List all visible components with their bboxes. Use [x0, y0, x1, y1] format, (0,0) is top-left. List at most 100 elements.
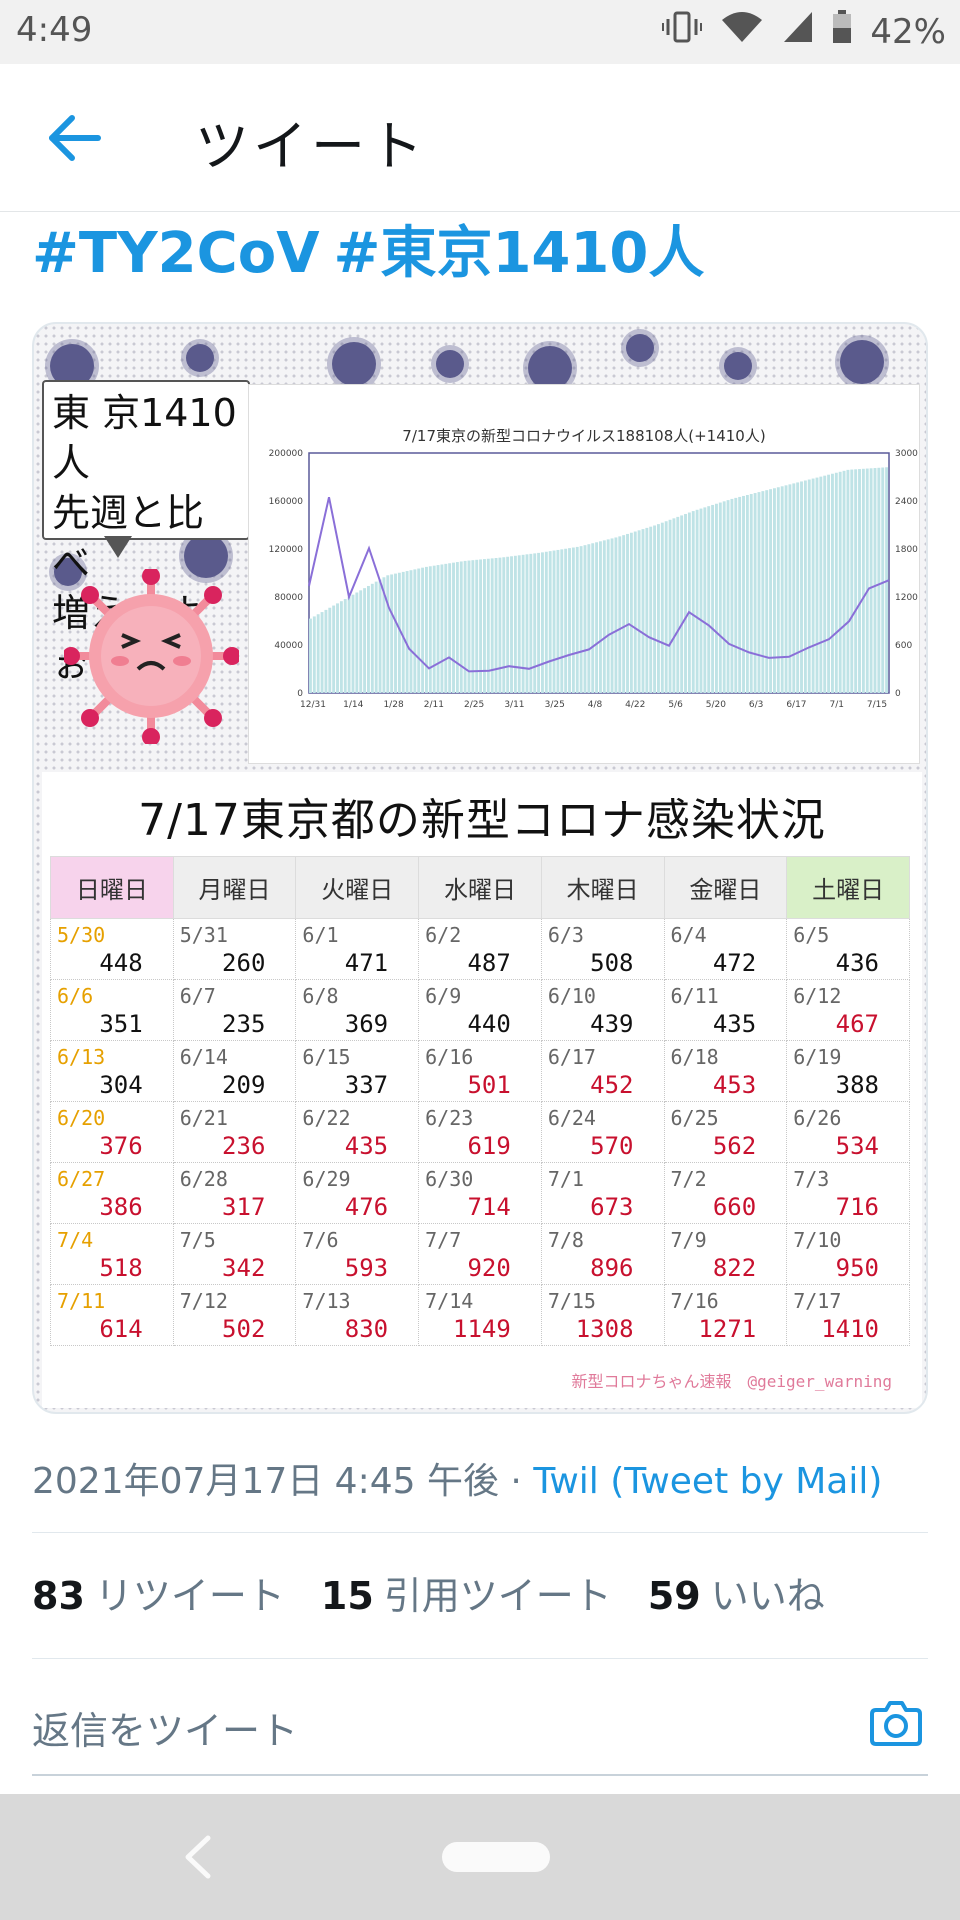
day-cell: 7/9 822 — [663, 1223, 788, 1285]
day-cases: 920 — [467, 1254, 511, 1282]
day-cases: 435 — [712, 1010, 757, 1038]
virus-decoration — [332, 342, 376, 386]
chart-bar — [417, 568, 421, 693]
chart-bar — [734, 497, 738, 693]
meta-separator: · — [510, 1461, 522, 1502]
x-tick-label: 6/17 — [786, 700, 806, 710]
chart-bar — [846, 469, 850, 693]
image-credit: 新型コロナちゃん速報 @geiger_warning — [571, 1372, 893, 1391]
tweet-meta: 2021年07月17日 4:45 午後 · Twil (Tweet by Mai… — [32, 1452, 882, 1504]
day-cell: 6/16 501 — [418, 1040, 542, 1102]
day-cell: 7/1 673 — [540, 1162, 665, 1224]
chart-bar — [517, 555, 521, 693]
day-cell: 7/13 830 — [295, 1284, 420, 1346]
day-date: 6/30 — [425, 1167, 474, 1191]
day-cases: 388 — [835, 1071, 879, 1099]
day-cell: 6/30 714 — [418, 1162, 542, 1224]
reply-input[interactable]: 返信をツイート — [32, 1709, 299, 1753]
likes-stat[interactable]: 59 いいね — [648, 1565, 825, 1620]
x-tick-label: 1/28 — [383, 700, 403, 710]
y2-tick-label: 2400 — [895, 497, 918, 507]
day-date: 6/21 — [179, 1106, 228, 1130]
day-date: 6/3 — [547, 923, 584, 947]
chart-bar — [703, 507, 707, 693]
quotes-count: 15 — [320, 1574, 374, 1618]
chart-bar — [668, 519, 672, 693]
chart-bar — [858, 469, 861, 693]
chart-bar — [602, 540, 606, 693]
y2-tick-label: 3000 — [895, 449, 918, 459]
quotes-stat[interactable]: 15 引用ツイート — [321, 1565, 612, 1620]
chart-bar — [394, 573, 397, 693]
day-cases: 1149 — [453, 1315, 511, 1343]
chart-bar — [351, 594, 355, 693]
virus-decoration — [184, 534, 228, 578]
day-date: 7/3 — [793, 1167, 830, 1191]
day-cases: 236 — [222, 1132, 266, 1160]
status-bar: 4:49 42% — [0, 0, 960, 64]
chart-panel: 7/17東京の新型コロナウイルス188108人(+1410人) 0 40000 80… — [248, 384, 920, 764]
y-tick-label: 40000 — [274, 641, 303, 651]
day-date: 6/22 — [302, 1106, 351, 1130]
chart-bar — [873, 468, 877, 693]
day-date: 7/10 — [793, 1228, 842, 1252]
chart-bar — [587, 544, 591, 693]
chart-bar — [529, 553, 533, 693]
day-cases: 304 — [99, 1071, 143, 1099]
tweet-source-link[interactable]: Twil (Tweet by Mail) — [533, 1461, 883, 1502]
tweet-image[interactable]: 東 京1410人 先週と比べ 増えたよぉ 7/17東京の新型コロナウイルス188… — [32, 322, 928, 1414]
day-cases: 896 — [590, 1254, 634, 1282]
hashtag-link[interactable]: #TY2CoV — [32, 221, 320, 286]
camera-button[interactable] — [868, 1694, 924, 1750]
day-date: 6/17 — [547, 1045, 596, 1069]
chart-bar — [502, 557, 506, 693]
table-row: 6/13 304 6/14 209 6/15 337 6/16 501 6/17 452 6/18 4… — [50, 1040, 910, 1102]
cases-table-panel: 7/17東京都の新型コロナ感染状況 日曜日 月曜日 火曜日 水曜日 木曜日 金曜… — [42, 772, 922, 1408]
chart-bar — [672, 518, 676, 693]
chart-bar — [618, 536, 622, 693]
retweets-stat[interactable]: 83 リツイート — [32, 1565, 285, 1620]
hashtag-link[interactable]: #東京1410人 — [333, 221, 705, 286]
chart-bar — [831, 473, 834, 693]
day-date: 7/14 — [425, 1289, 474, 1313]
table-row: 6/6 351 6/7 235 6/8 369 6/9 440 6/10 439 6/11 435 6/… — [50, 979, 910, 1041]
day-date: 7/2 — [670, 1167, 707, 1191]
day-cell: 6/9 440 — [418, 979, 542, 1041]
chart-bar — [332, 605, 336, 693]
day-cell: 7/6 593 — [295, 1223, 420, 1285]
day-cell: 7/16 1271 — [663, 1284, 788, 1346]
nav-back-icon[interactable] — [178, 1832, 218, 1882]
y-tick-label: 200000 — [269, 449, 304, 459]
table-title: 7/17東京都の新型コロナ感染状況 — [138, 795, 826, 846]
weekday-header: 日曜日 — [50, 856, 174, 919]
day-cell: 6/8 369 — [295, 979, 420, 1041]
day-date: 6/27 — [57, 1167, 106, 1191]
chart-bar — [405, 571, 409, 693]
chart-bar — [599, 541, 602, 693]
chart-bar — [428, 566, 432, 693]
camera-icon — [870, 1701, 922, 1746]
nav-home-pill[interactable] — [442, 1842, 550, 1872]
chart-bar — [614, 537, 618, 693]
day-date: 6/1 — [302, 923, 339, 947]
back-button[interactable] — [40, 106, 110, 170]
day-cases: 534 — [835, 1132, 879, 1160]
tweet-timestamp[interactable]: 2021年07月17日 4:45 午後 — [32, 1461, 499, 1502]
virus-decoration — [54, 558, 82, 586]
day-date: 7/16 — [670, 1289, 719, 1313]
day-cell: 5/30 448 — [50, 918, 174, 980]
chart-bar — [552, 550, 556, 693]
chart-bar — [684, 513, 687, 693]
day-date: 6/20 — [57, 1106, 106, 1130]
battery-icon — [832, 10, 852, 53]
day-cases: 518 — [99, 1254, 143, 1282]
x-tick-label: 1/14 — [343, 700, 363, 710]
likes-label: いいね — [710, 1574, 825, 1618]
chart-bar — [571, 547, 575, 693]
x-tick-label: 7/1 — [829, 700, 843, 710]
day-cell: 6/3 508 — [540, 918, 665, 980]
x-tick-label: 12/31 — [300, 700, 326, 710]
chart-bar — [757, 492, 761, 693]
day-cell: 7/5 342 — [172, 1223, 297, 1285]
day-date: 6/29 — [302, 1167, 351, 1191]
